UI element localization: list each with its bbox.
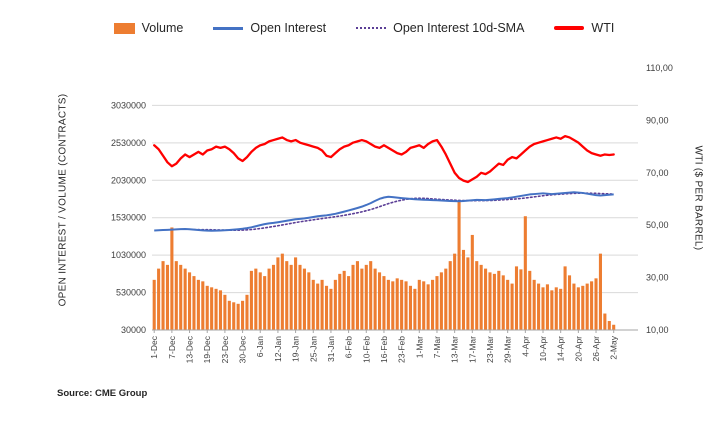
svg-text:10,00: 10,00 bbox=[646, 325, 669, 335]
legend-label: Volume bbox=[141, 21, 184, 35]
svg-text:1030000: 1030000 bbox=[111, 250, 146, 260]
svg-text:1-Mar: 1-Mar bbox=[414, 336, 424, 358]
svg-text:12-Jan: 12-Jan bbox=[273, 336, 283, 362]
svg-text:25-Jan: 25-Jan bbox=[308, 336, 318, 362]
svg-text:29-Mar: 29-Mar bbox=[503, 336, 513, 363]
open-interest-line bbox=[154, 191, 614, 232]
legend-swatch-line bbox=[213, 26, 244, 30]
svg-text:23-Mar: 23-Mar bbox=[485, 336, 495, 363]
wti-line bbox=[153, 134, 615, 184]
svg-text:1-Dec: 1-Dec bbox=[149, 335, 159, 358]
svg-text:30,00: 30,00 bbox=[646, 273, 669, 283]
svg-text:110,00: 110,00 bbox=[646, 63, 673, 73]
svg-text:2-May: 2-May bbox=[609, 335, 619, 359]
svg-text:14-Apr: 14-Apr bbox=[556, 336, 566, 362]
svg-text:31-Jan: 31-Jan bbox=[326, 336, 336, 362]
svg-text:13-Dec: 13-Dec bbox=[185, 335, 195, 363]
legend-swatch-thick bbox=[554, 26, 585, 30]
source-note: Source: CME Group bbox=[57, 388, 148, 399]
legend-item-open-interest: Open Interest bbox=[213, 21, 326, 35]
right-axis-tick-labels: 10,00 30,00 50,00 70,00 90,00 110,00 bbox=[646, 63, 673, 335]
svg-text:19-Dec: 19-Dec bbox=[202, 335, 212, 363]
svg-text:7-Dec: 7-Dec bbox=[167, 335, 177, 358]
legend-item-wti: WTI bbox=[554, 21, 614, 35]
svg-text:6-Feb: 6-Feb bbox=[344, 336, 354, 358]
svg-text:70,00: 70,00 bbox=[646, 168, 669, 178]
svg-text:4-Apr: 4-Apr bbox=[520, 336, 530, 357]
legend-label: Open Interest bbox=[250, 21, 327, 35]
svg-text:7-Mar: 7-Mar bbox=[432, 336, 442, 358]
svg-text:1530000: 1530000 bbox=[111, 213, 146, 223]
svg-text:30-Dec: 30-Dec bbox=[238, 335, 248, 363]
left-axis-tick-labels: 30000 530000 1030000 1530000 2030000 2530000 3… bbox=[111, 100, 146, 335]
svg-text:530000: 530000 bbox=[116, 288, 146, 298]
svg-text:10-Apr: 10-Apr bbox=[538, 336, 548, 362]
svg-text:90,00: 90,00 bbox=[646, 115, 669, 125]
legend-item-volume: Volume bbox=[113, 21, 184, 35]
svg-text:3030000: 3030000 bbox=[111, 100, 146, 110]
svg-text:23-Dec: 23-Dec bbox=[220, 335, 230, 363]
svg-text:50,00: 50,00 bbox=[646, 220, 669, 230]
svg-text:2030000: 2030000 bbox=[111, 175, 146, 185]
svg-text:30000: 30000 bbox=[121, 325, 146, 335]
svg-text:2530000: 2530000 bbox=[111, 138, 146, 148]
svg-text:16-Feb: 16-Feb bbox=[379, 336, 389, 363]
legend-swatch-bar bbox=[113, 22, 135, 34]
x-axis-tick-labels: 1-Dec 7-Dec 13-Dec 19-Dec 23-Dec 30-Dec 6-Jan 1… bbox=[149, 330, 619, 363]
gridlines bbox=[152, 104, 638, 294]
volume-bars bbox=[152, 201, 616, 330]
svg-text:13-Mar: 13-Mar bbox=[450, 336, 460, 363]
svg-text:19-Jan: 19-Jan bbox=[291, 336, 301, 362]
legend-item-open-interest-10d-sma: Open Interest 10d-SMA bbox=[356, 21, 524, 35]
legend-label: Open Interest 10d-SMA bbox=[393, 21, 525, 35]
svg-text:26-Apr: 26-Apr bbox=[591, 336, 601, 362]
svg-text:6-Jan: 6-Jan bbox=[255, 336, 265, 358]
svg-text:17-Mar: 17-Mar bbox=[467, 336, 477, 363]
svg-text:23-Feb: 23-Feb bbox=[397, 336, 407, 363]
svg-text:20-Apr: 20-Apr bbox=[573, 336, 583, 362]
legend: Volume Open Interest Open Interest 10d-SMA… bbox=[0, 16, 728, 40]
open-interest-sma-line bbox=[193, 192, 615, 232]
legend-swatch-dotted bbox=[356, 27, 387, 29]
svg-text:10-Feb: 10-Feb bbox=[361, 336, 371, 363]
legend-label: WTI bbox=[591, 21, 615, 35]
